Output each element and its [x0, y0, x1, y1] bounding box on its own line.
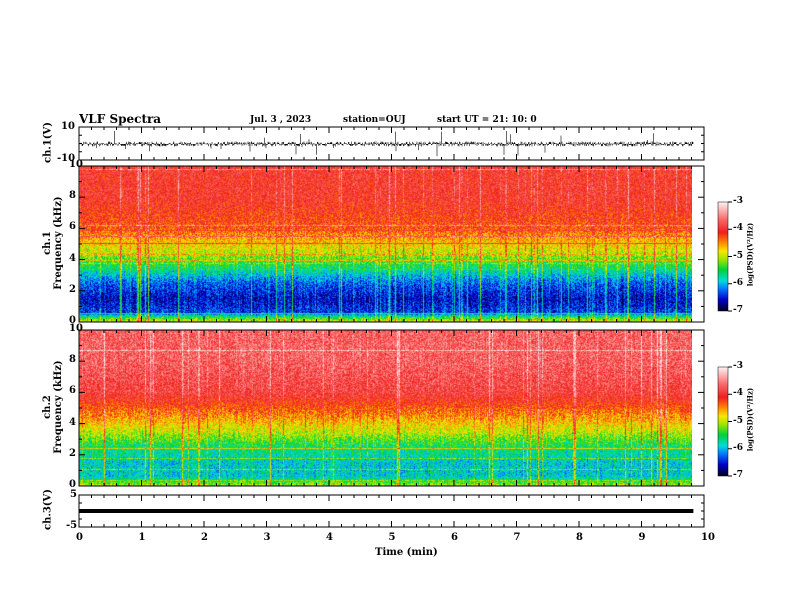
- x-tick-label: 5: [388, 532, 396, 543]
- chart-title: VLF Spectra: [79, 112, 162, 126]
- ch1-waveform-line: [79, 131, 694, 157]
- y-axis-label: ch.2 Frequency (kHz): [42, 347, 64, 467]
- colorbar-tick-label: -7: [733, 470, 743, 480]
- y-tick-label: 6: [69, 221, 76, 233]
- ch1-colorbar: [718, 202, 728, 311]
- y-tick-label: 0: [69, 315, 76, 326]
- y-tick-label: 10: [61, 121, 75, 132]
- colorbar-frame: [717, 366, 729, 477]
- y-tick-label: 2: [69, 447, 76, 459]
- y-tick-label: 4: [69, 416, 76, 428]
- y-axis-label-line: ch.2: [42, 395, 53, 419]
- colorbar-tick-label: -6: [733, 277, 743, 288]
- colorbar-tick-label: -4: [733, 223, 743, 234]
- y-tick-label: -10: [57, 153, 76, 164]
- y-axis-label-line: Frequency (kHz): [53, 196, 64, 290]
- x-tick-label: 3: [263, 532, 271, 543]
- start-time-label: start UT = 21: 10: 0: [437, 115, 537, 125]
- x-tick-label: 0: [76, 532, 83, 543]
- y-axis-label: ch.1 Frequency (kHz): [42, 183, 64, 303]
- y-axis-label: ch.3(V): [42, 488, 54, 531]
- y-tick-label: 2: [69, 283, 76, 295]
- colorbar-label: log(PSD)(V²/Hz): [745, 222, 755, 287]
- ch2-spectrogram-image: [79, 330, 692, 486]
- y-tick-label: -5: [66, 520, 78, 531]
- y-axis-label-line: Frequency (kHz): [53, 360, 64, 454]
- y-tick-label: 8: [69, 354, 76, 366]
- ch2-colorbar: [718, 367, 728, 476]
- x-tick-label: 4: [326, 532, 333, 543]
- colorbar-tick-label: -5: [733, 415, 743, 426]
- y-axis-label: ch.1(V): [42, 121, 54, 163]
- y-tick-label: 0: [69, 479, 76, 490]
- y-tick-label: 8: [69, 190, 76, 202]
- y-tick-label: 6: [69, 385, 76, 397]
- colorbar-frame: [717, 201, 729, 312]
- y-axis-label-line: ch.1: [42, 231, 53, 255]
- x-tick-label: 7: [513, 532, 521, 543]
- station-label: station=OUJ: [343, 115, 406, 125]
- panel-frame: [78, 329, 705, 487]
- x-tick-label: 8: [576, 532, 583, 543]
- colorbar-tick-label: -7: [733, 305, 743, 315]
- x-tick-label: 9: [638, 532, 646, 543]
- x-tick-label: 2: [201, 532, 208, 543]
- colorbar-label: log(PSD)(V²/Hz): [745, 387, 755, 452]
- x-axis-label: Time (min): [375, 547, 438, 558]
- y-tick-label: 10: [69, 323, 83, 334]
- colorbar-tick-label: -3: [733, 361, 743, 371]
- ch1-spectrogram-image: [79, 166, 692, 322]
- colorbar-tick-label: -5: [733, 250, 743, 261]
- colorbar-tick-label: -4: [733, 388, 743, 399]
- colorbar-tick-label: -6: [733, 442, 743, 453]
- y-tick-label: 10: [69, 159, 83, 170]
- colorbar-tick-label: -3: [733, 196, 743, 206]
- date-label: Jul. 3 , 2023: [250, 115, 312, 125]
- panel-frame: [78, 165, 705, 323]
- x-tick-label: 1: [138, 532, 146, 543]
- x-tick-label: 6: [451, 532, 458, 543]
- x-tick-label: 10: [701, 532, 715, 543]
- y-tick-label: 4: [69, 252, 76, 264]
- y-tick-label: 5: [70, 489, 77, 500]
